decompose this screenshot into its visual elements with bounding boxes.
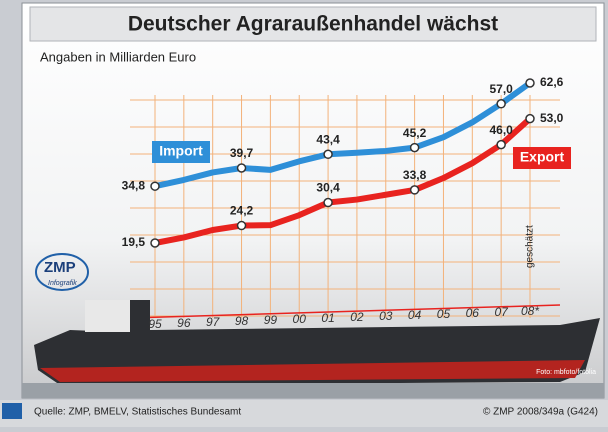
point <box>238 222 246 230</box>
water <box>22 383 604 398</box>
x-tick-label: 97 <box>206 315 221 329</box>
x-tick-label: 95 <box>148 317 162 331</box>
x-tick-label: 05 <box>437 307 451 321</box>
x-tick-label: 00 <box>293 312 307 326</box>
x-tick-label: 02 <box>350 310 364 324</box>
point <box>497 141 505 149</box>
x-tick-label: 96 <box>177 316 191 330</box>
x-tick-label: 99 <box>264 313 278 327</box>
photo-credit: Foto: mbfoto/fotolia <box>536 369 596 376</box>
point <box>151 239 159 247</box>
value-label: 53,0 <box>540 111 564 125</box>
point <box>411 144 419 152</box>
footer-mark <box>2 403 22 419</box>
point <box>324 199 332 207</box>
point <box>238 164 246 172</box>
source: Quelle: ZMP, BMELV, Statistisches Bundes… <box>34 407 241 418</box>
value-label: 19,5 <box>122 235 146 249</box>
x-tick-label: 03 <box>379 309 393 323</box>
x-tick-label: 98 <box>235 314 249 328</box>
x-tick-label: 01 <box>321 311 334 325</box>
point <box>526 79 534 87</box>
point <box>526 115 534 123</box>
legend-label: Export <box>520 149 565 165</box>
value-label: 62,6 <box>540 75 564 89</box>
value-label: 57,0 <box>489 82 513 96</box>
value-label: 39,7 <box>230 146 254 160</box>
subtitle: Angaben in Milliarden Euro <box>40 49 196 64</box>
point <box>151 182 159 190</box>
point <box>497 100 505 108</box>
value-label: 33,8 <box>403 168 427 182</box>
legend-label: Import <box>159 143 203 159</box>
point <box>411 186 419 194</box>
x-tick-label: 06 <box>466 306 480 320</box>
value-label: 34,8 <box>122 178 146 192</box>
annotation: geschätzt <box>525 225 536 268</box>
chart-title: Deutscher Agraraußenhandel wächst <box>128 13 498 36</box>
value-label: 43,4 <box>316 132 340 146</box>
value-label: 46,0 <box>489 123 513 137</box>
logo-sub: Infografik <box>48 280 77 287</box>
value-label: 24,2 <box>230 204 254 218</box>
ship-bridge <box>85 300 130 332</box>
value-label: 45,2 <box>403 126 427 140</box>
value-label: 30,4 <box>316 181 340 195</box>
chart: Deutscher Agraraußenhandel wächst Angabe… <box>0 0 608 427</box>
point <box>324 150 332 158</box>
x-tick-label: 04 <box>408 308 422 322</box>
logo: ZMP <box>44 259 76 276</box>
x-tick-label: 08* <box>521 304 539 318</box>
x-tick-label: 07 <box>494 305 509 319</box>
copyright: © ZMP 2008/349a (G424) <box>483 407 598 418</box>
